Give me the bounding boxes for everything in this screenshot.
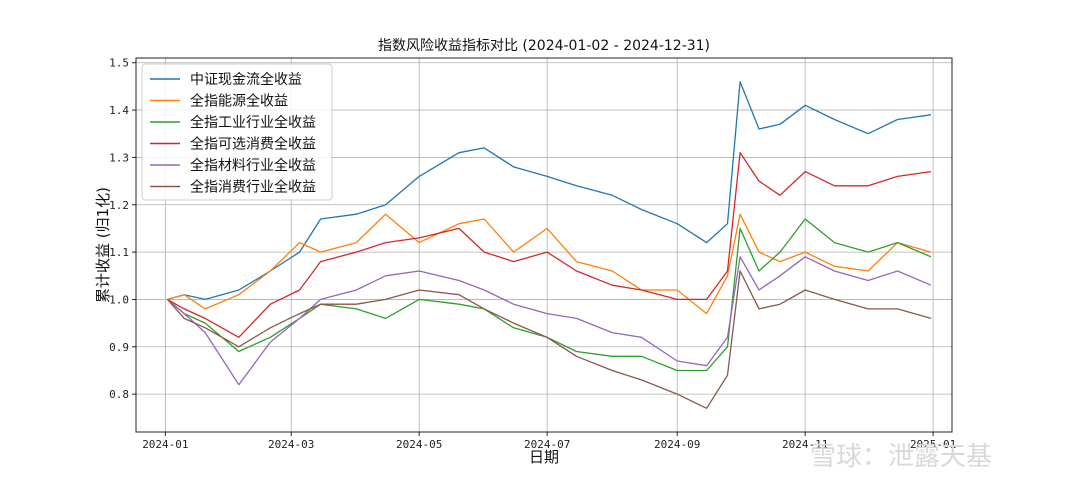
x-tick-label: 2025-01 <box>910 438 956 451</box>
legend-frame <box>141 63 333 201</box>
x-ticks: 2024-01 2024-03 2024-05 2024-07 2024-09 2024-… <box>142 432 956 451</box>
y-tick-label: 1.1 <box>109 246 129 259</box>
y-tick-label: 1.0 <box>109 293 129 306</box>
y-tick-label: 1.3 <box>109 151 129 164</box>
x-tick-label: 2024-05 <box>396 438 442 451</box>
y-ticks: 0.8 0.9 1.0 1.1 1.2 1.3 1.4 1.5 <box>109 57 136 401</box>
grid <box>136 58 952 432</box>
legend-entry: 全指消费行业全收益 <box>190 179 316 196</box>
y-axis-label: 累计收益 (归1化) <box>94 187 112 303</box>
x-tick-label: 2024-03 <box>268 438 314 451</box>
legend-entry: 全指能源全收益 <box>190 93 288 110</box>
series-group <box>167 81 932 409</box>
x-tick-label: 2024-11 <box>782 438 828 451</box>
series-line-6 <box>167 270 932 409</box>
y-tick-label: 1.5 <box>109 57 129 70</box>
legend: 中证现金流全收益全指能源全收益全指工业行业全收益全指可选消费全收益全指材料行业全… <box>141 63 333 201</box>
y-tick-label: 1.4 <box>109 104 129 117</box>
series-line-4 <box>167 152 932 338</box>
y-tick-label: 0.8 <box>109 388 129 401</box>
x-tick-label: 2024-01 <box>142 438 188 451</box>
series-line-1 <box>167 81 932 301</box>
legend-entry: 全指工业行业全收益 <box>190 114 316 131</box>
legend-entry: 中证现金流全收益 <box>190 71 302 88</box>
chart-title: 指数风险收益指标对比 (2024-01-02 - 2024-12-31) <box>378 38 710 54</box>
legend-entry: 全指材料行业全收益 <box>190 157 316 174</box>
series-line-2 <box>167 213 932 315</box>
x-axis-label: 日期 <box>529 448 559 466</box>
y-tick-label: 0.9 <box>109 341 129 354</box>
y-tick-label: 1.2 <box>109 199 129 212</box>
x-tick-label: 2024-07 <box>524 438 570 451</box>
series-line-5 <box>167 256 932 386</box>
series-line-3 <box>167 218 932 372</box>
x-tick-label: 2024-09 <box>654 438 700 451</box>
legend-entry: 全指可选消费全收益 <box>190 136 316 153</box>
watermark: 雪球：泄露天基 <box>810 442 992 472</box>
plot-frame <box>135 57 953 433</box>
